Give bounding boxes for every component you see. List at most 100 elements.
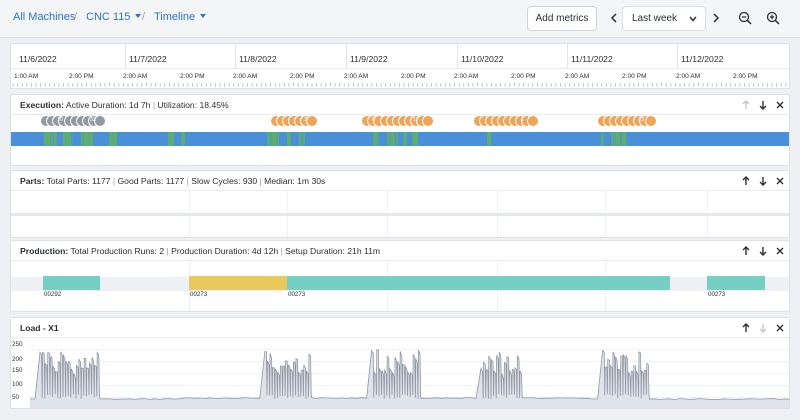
close-panel-button[interactable] [773, 321, 787, 335]
setup-segment[interactable] [189, 276, 287, 290]
parts-median-label: Median: [264, 176, 295, 186]
active-segment [168, 132, 170, 146]
production-run-segment[interactable] [43, 276, 100, 290]
parts-cluster-count: 10 [57, 117, 64, 123]
move-down-button[interactable] [756, 174, 770, 188]
chevron-right-icon [713, 13, 720, 23]
zoom-in-button[interactable] [763, 8, 783, 28]
active-segment [62, 132, 66, 146]
close-panel-button[interactable] [773, 98, 787, 112]
time-label: 2:00 AM [676, 73, 701, 80]
close-panel-button[interactable] [773, 174, 787, 188]
active-segment [170, 132, 174, 146]
chevron-down-icon [689, 16, 697, 22]
date-divider [125, 44, 126, 69]
production-run-label: 00273 [708, 291, 726, 298]
time-label: 2:00 AM [123, 73, 148, 80]
parts-cluster-count: 3 [304, 117, 308, 123]
date-divider [346, 44, 347, 69]
active-segment [396, 132, 398, 146]
arrow-up-icon [742, 176, 750, 185]
time-label: 2:00 AM [454, 73, 479, 80]
part-marker [527, 115, 539, 127]
active-segment [613, 132, 616, 146]
breadcrumb-all-machines[interactable]: All Machines [13, 11, 76, 23]
date-label: 11/6/2022 [19, 54, 57, 64]
active-segment [112, 132, 117, 146]
load-y-tick: 150 [12, 367, 23, 374]
production-duration-label: Production Duration: [171, 246, 250, 256]
load-area [30, 349, 790, 408]
date-divider [567, 44, 568, 69]
time-label: 2:00 AM [344, 73, 369, 80]
active-segment [412, 132, 418, 146]
breadcrumb-view-dropdown[interactable]: Timeline [154, 11, 207, 23]
date-label: 11/12/2022 [681, 54, 724, 64]
production-run-label: 00273 [190, 291, 208, 298]
date-label: 11/11/2022 [571, 54, 613, 64]
parts-header: Parts: Total Parts: 1177 | Good Parts: 1… [11, 171, 789, 191]
parts-cluster-count: 1 [521, 117, 525, 123]
breadcrumb-separator: / [74, 11, 78, 23]
ruler-ticks [12, 83, 787, 87]
load-chart [30, 349, 790, 408]
execution-util-value: 18.45% [199, 100, 229, 110]
date-label: 11/9/2022 [350, 54, 388, 64]
parts-median-value: 1m 30s [297, 176, 326, 186]
idle-segment [11, 132, 789, 146]
move-down-button[interactable] [756, 98, 770, 112]
production-duration-value: 4d 12h [251, 246, 279, 256]
timeline-ruler: 11/6/2022 11/7/2022 11/8/2022 11/9/2022 11/1… [10, 43, 790, 89]
load-header: Load - X1 [11, 318, 789, 338]
active-segment [299, 132, 302, 146]
production-runs-value: 2 [159, 246, 165, 256]
previous-range-button[interactable] [604, 8, 624, 28]
production-title: Production: [20, 246, 69, 256]
active-segment [44, 132, 48, 146]
active-segment [65, 132, 70, 146]
active-segment [84, 132, 89, 146]
arrow-up-icon [742, 323, 750, 332]
execution-active-value: 1d 7h [128, 100, 151, 110]
breadcrumb-machine-label: CNC 115 [86, 11, 131, 23]
close-panel-button[interactable] [773, 244, 787, 258]
production-run-segment[interactable] [707, 276, 765, 290]
chevron-down-icon [135, 14, 142, 18]
close-icon [776, 177, 784, 185]
parts-slow-label: Slow Cycles: [191, 176, 241, 186]
range-select-value: Last week [632, 13, 678, 24]
active-segment [621, 132, 627, 146]
load-y-tick: 250 [12, 341, 23, 348]
breadcrumb-separator: / [142, 11, 146, 23]
time-label: 2:00 PM [733, 73, 758, 80]
execution-util-label: Utilization: [157, 100, 198, 110]
close-icon [776, 247, 784, 255]
active-segment [601, 132, 604, 146]
breadcrumb-machine-dropdown[interactable]: CNC 115 [86, 11, 142, 23]
execution-panel: Execution: Active Duration: 1d 7h | Util… [10, 94, 790, 166]
parts-good-label: Good Parts: [117, 176, 164, 186]
part-marker [645, 115, 657, 127]
active-segment [267, 132, 271, 146]
time-label: 2:00 PM [622, 73, 647, 80]
move-down-button[interactable] [756, 244, 770, 258]
active-segment [109, 132, 113, 146]
active-segment [403, 132, 407, 146]
move-up-button[interactable] [739, 174, 753, 188]
execution-header: Execution: Active Duration: 1d 7h | Util… [11, 95, 789, 115]
next-range-button[interactable] [706, 8, 726, 28]
range-select[interactable]: Last week [622, 6, 706, 31]
execution-active-label: Active Duration: [65, 100, 127, 110]
add-metrics-button[interactable]: Add metrics [527, 6, 597, 31]
active-segment [50, 132, 53, 146]
parts-panel: Parts: Total Parts: 1177 | Good Parts: 1… [10, 170, 790, 238]
chevron-left-icon [610, 13, 617, 23]
arrow-up-icon [742, 246, 750, 255]
move-up-button[interactable] [739, 321, 753, 335]
parts-total-value: 1177 [91, 176, 111, 186]
zoom-out-button[interactable] [735, 8, 755, 28]
production-run-segment[interactable] [287, 276, 670, 290]
time-label: 2:00 PM [180, 73, 205, 80]
move-up-button[interactable] [739, 244, 753, 258]
parts-total-label: Total Parts: [46, 176, 90, 186]
